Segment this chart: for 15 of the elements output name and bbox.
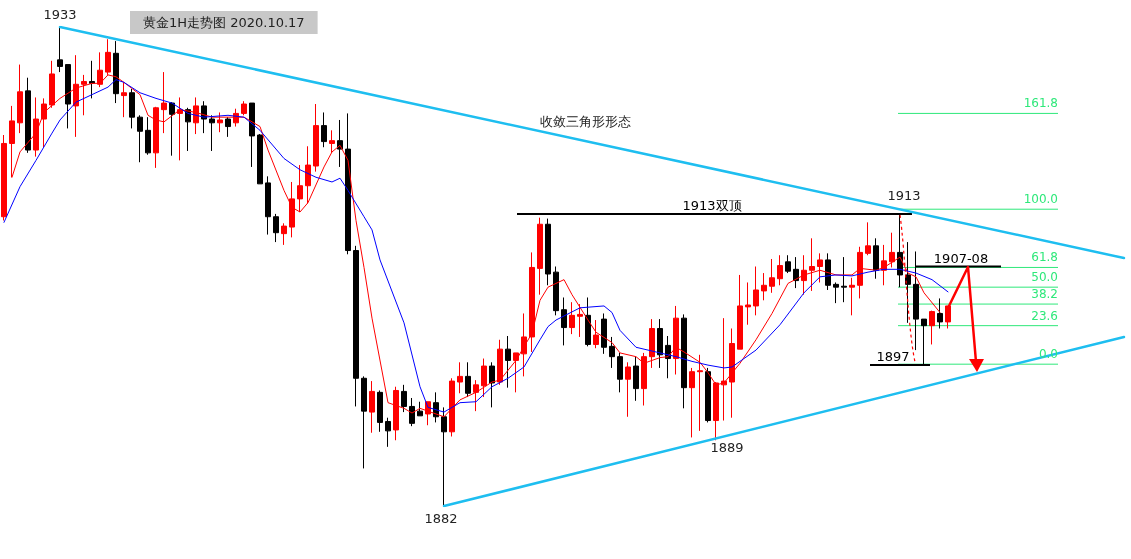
annotation: 1913 bbox=[887, 187, 921, 203]
annotation: 50.0 bbox=[1031, 270, 1058, 285]
chart-title: 黄金1H走势图 2020.10.17 bbox=[143, 15, 305, 30]
annotation: 61.8 bbox=[1031, 250, 1058, 265]
annotation: 161.8 bbox=[1023, 96, 1058, 111]
ref-line-label: 1907-08 bbox=[933, 250, 989, 266]
text: 1882 bbox=[424, 510, 458, 526]
ref-line-label: 1913双顶 bbox=[682, 197, 742, 213]
annotation: 23.6 bbox=[1031, 308, 1058, 323]
annotation: 38.2 bbox=[1031, 287, 1058, 302]
ref-line-label: 1897 bbox=[876, 349, 910, 365]
annotation: 收敛三角形形态 bbox=[539, 113, 631, 129]
text: 1933 bbox=[43, 6, 77, 22]
annotation: 1889 bbox=[710, 439, 744, 455]
annotation: 100.0 bbox=[1023, 192, 1058, 207]
